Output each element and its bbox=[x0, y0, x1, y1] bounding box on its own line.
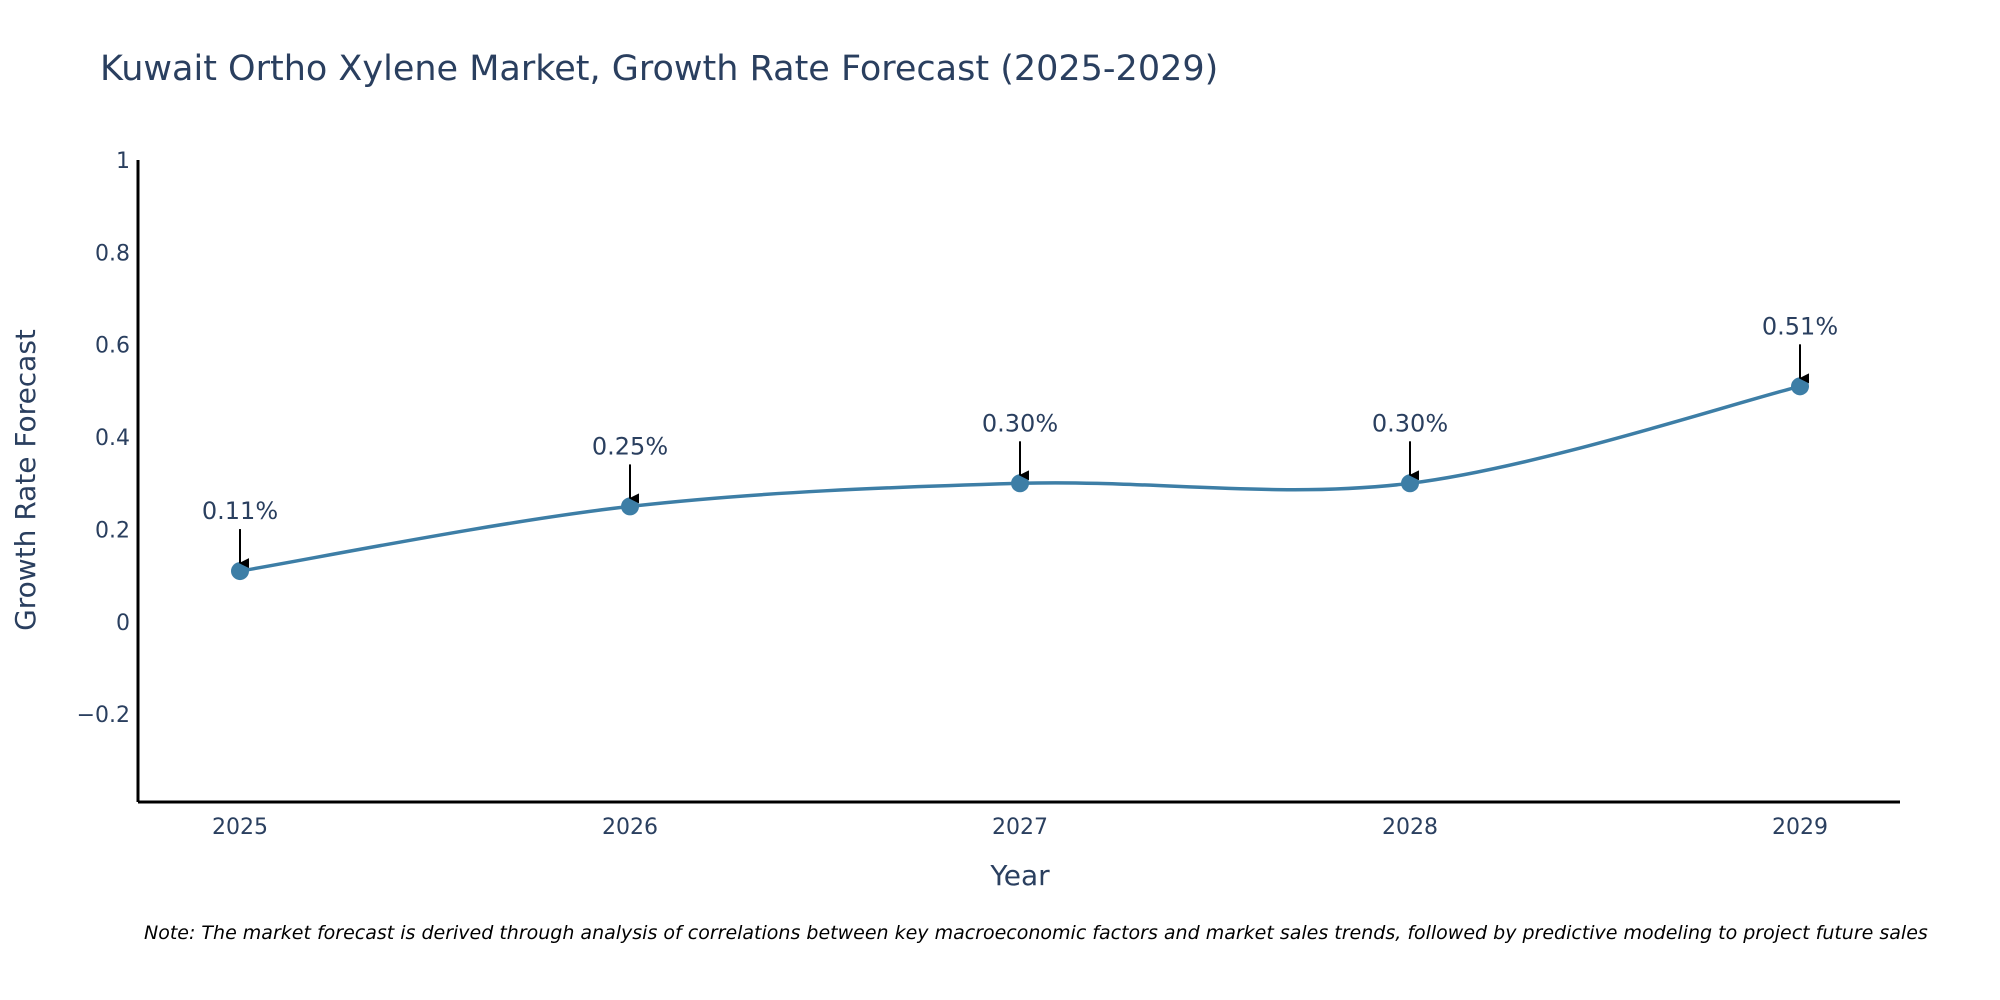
data-label: 0.51% bbox=[1762, 312, 1838, 340]
data-label: 0.25% bbox=[592, 432, 668, 460]
x-tick-label: 2026 bbox=[602, 815, 658, 840]
data-label: 0.30% bbox=[982, 409, 1058, 437]
x-tick-label: 2025 bbox=[212, 815, 268, 840]
data-point-marker bbox=[1011, 474, 1029, 493]
y-tick-label: 0.4 bbox=[95, 426, 130, 451]
y-tick-label: 0 bbox=[116, 611, 130, 636]
data-point-marker bbox=[621, 497, 639, 516]
y-tick-label: 1 bbox=[116, 149, 130, 174]
data-label: 0.11% bbox=[202, 497, 278, 525]
data-label: 0.30% bbox=[1372, 409, 1448, 437]
y-axis-ticks: −0.2 0 0.2 0.4 0.6 0.8 1 bbox=[77, 149, 130, 728]
y-tick-label: 0.2 bbox=[95, 518, 130, 543]
data-points bbox=[231, 377, 1809, 581]
x-axis-ticks: 2025 2026 2027 2028 2029 bbox=[212, 815, 1828, 840]
x-axis-title: Year bbox=[989, 859, 1050, 892]
data-point-marker bbox=[1791, 377, 1809, 396]
x-tick-label: 2027 bbox=[992, 815, 1048, 840]
y-tick-label: −0.2 bbox=[77, 703, 130, 728]
data-annotations: 0.11% 0.25% 0.30% 0.30% 0.51% bbox=[202, 312, 1838, 569]
y-tick-label: 0.8 bbox=[95, 241, 130, 266]
y-axis-title: Growth Rate Forecast bbox=[9, 329, 42, 631]
x-tick-label: 2028 bbox=[1382, 815, 1438, 840]
chart-title: Kuwait Ortho Xylene Market, Growth Rate … bbox=[100, 49, 1218, 89]
y-tick-label: 0.6 bbox=[95, 334, 130, 359]
x-tick-label: 2029 bbox=[1772, 815, 1828, 840]
data-point-marker bbox=[1401, 474, 1419, 493]
data-point-marker bbox=[231, 562, 249, 581]
footnote: Note: The market forecast is derived thr… bbox=[144, 922, 1928, 944]
